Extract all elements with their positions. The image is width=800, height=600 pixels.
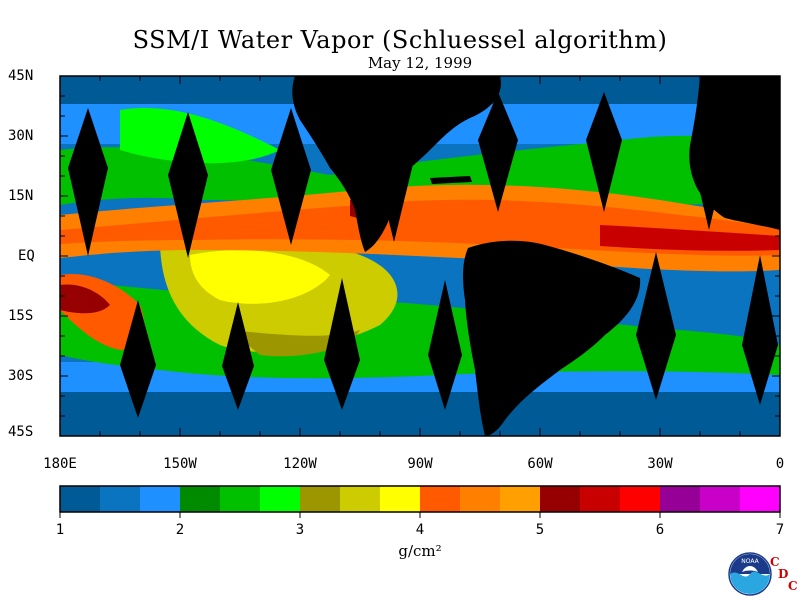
colorbar-swatch: [260, 486, 301, 512]
lon-label-60w: 60W: [527, 456, 553, 472]
colorbar-swatch: [540, 486, 581, 512]
colorbar-swatch: [700, 486, 741, 512]
colorbar-swatch: [140, 486, 181, 512]
map-title: SSM/I Water Vapor (Schluessel algorithm): [132, 26, 668, 54]
colorbar-unit: g/cm²: [398, 542, 442, 560]
swath-gap: [120, 300, 156, 418]
lon-label-180e: 180E: [43, 456, 77, 472]
swath-gap: [68, 108, 108, 256]
swath-gap: [478, 92, 518, 212]
colorbar-swatch: [300, 486, 341, 512]
colorbar-ticks: [59, 512, 781, 518]
colorbar-label-5: 5: [535, 522, 545, 538]
colorbar-swatch: [220, 486, 261, 512]
swath-gap: [271, 108, 311, 245]
swath-gap: [374, 96, 414, 242]
west-pacific-dark-core: [60, 284, 110, 314]
caribbean-islands: [430, 176, 472, 184]
colorbar-swatch: [460, 486, 501, 512]
south-america-landmass: [463, 240, 641, 436]
colorbar-swatch: [180, 486, 221, 512]
lat-label-30s: 30S: [8, 368, 34, 384]
swath-gap: [742, 255, 778, 405]
cdc-letter-c2: C: [788, 579, 798, 593]
swath-gap: [586, 92, 622, 212]
lon-label-90w: 90W: [407, 456, 433, 472]
swath-gap: [690, 92, 728, 230]
swath-gap: [222, 302, 254, 410]
lat-label-eq: EQ: [18, 248, 35, 264]
map-date: May 12, 1999: [367, 54, 473, 72]
colorbar: [60, 486, 781, 512]
cdc-letter-d: D: [778, 567, 789, 581]
noaa-logo-icon: NOAA: [728, 552, 772, 596]
north-dry-patch: [120, 108, 280, 164]
lon-label-0: 0: [775, 456, 785, 472]
colorbar-label-6: 6: [655, 522, 665, 538]
colorbar-swatch: [660, 486, 701, 512]
swath-gap: [428, 280, 462, 410]
axis-ticks: [59, 75, 781, 437]
lon-label-30w: 30W: [647, 456, 673, 472]
colorbar-swatch: [100, 486, 141, 512]
colorbar-label-2: 2: [175, 522, 185, 538]
itcz-red-core: [600, 225, 780, 251]
colorbar-swatch: [60, 486, 101, 512]
colorbar-swatch: [740, 486, 781, 512]
lat-label-30n: 30N: [8, 128, 34, 144]
lat-label-15n: 15N: [8, 188, 34, 204]
swath-gap: [168, 112, 208, 258]
colorbar-swatch: [340, 486, 381, 512]
cdc-letter-c1: C: [770, 555, 780, 569]
swath-gap: [636, 252, 676, 400]
south-yellow-highlight: [190, 250, 330, 304]
colorbar-swatch: [420, 486, 461, 512]
lat-label-45s: 45S: [8, 424, 34, 440]
swath-gap: [324, 278, 360, 410]
lat-label-15s: 15S: [8, 308, 34, 324]
colorbar-label-4: 4: [415, 522, 425, 538]
colorbar-swatch: [580, 486, 621, 512]
colorbar-swatch: [620, 486, 661, 512]
colorbar-label-1: 1: [55, 522, 65, 538]
colorbar-swatch: [500, 486, 541, 512]
colorbar-label-3: 3: [295, 522, 305, 538]
colorbar-swatch: [380, 486, 421, 512]
lon-label-120w: 120W: [283, 456, 317, 472]
noaa-logo-text: NOAA: [741, 558, 759, 565]
lat-label-45n: 45N: [8, 68, 34, 84]
lon-label-150w: 150W: [163, 456, 197, 472]
colorbar-label-7: 7: [775, 522, 785, 538]
